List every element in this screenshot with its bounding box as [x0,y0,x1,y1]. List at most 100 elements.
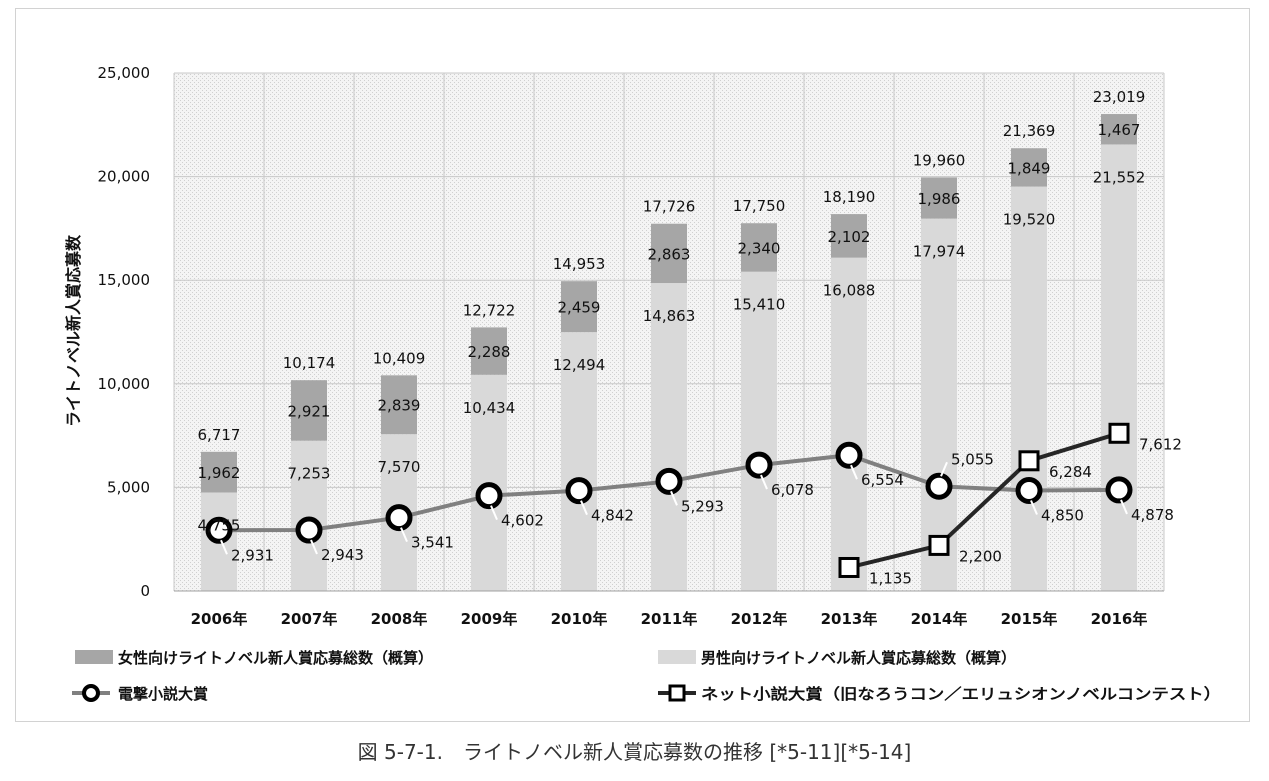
total-label: 12,722 [463,301,516,319]
net-marker [928,534,950,556]
bar-female [1011,148,1047,187]
y-tick-label: 10,000 [98,375,151,393]
bar-female [1101,114,1137,145]
net-line [848,431,1120,570]
legend-marker-net [668,684,686,702]
dengeki-leader [400,527,408,543]
dengeki-label: 4,878 [1131,506,1174,524]
figure-caption: 図 5-7-1. ライトノベル新人賞応募数の推移 [*5-11][*5-14] [357,740,912,764]
x-tick-label: 2009年 [461,610,518,628]
female-label: 2,288 [468,343,511,361]
net-label: 6,284 [1049,463,1092,481]
dengeki-leader [580,500,588,516]
dengeki-label: 6,554 [861,471,904,489]
net-label: 7,612 [1139,435,1182,453]
dengeki-marker [1105,476,1133,504]
male-label: 7,253 [288,465,331,483]
total-label: 10,174 [283,354,336,372]
dengeki-label: 4,602 [501,512,544,530]
bar-female [741,223,777,272]
male-label: 19,520 [1003,211,1056,229]
dengeki-label: 6,078 [771,481,814,499]
dengeki-leader [940,461,948,477]
total-label: 23,019 [1093,88,1146,106]
dengeki-marker [385,504,413,532]
dengeki-leader [220,539,228,555]
male-label: 10,434 [463,399,516,417]
dengeki-marker [205,516,233,544]
axes-layer: 0 5,000 10,000 15,000 20,000 25,000 2006年 2007年… [98,64,1164,628]
female-label: 2,459 [558,299,601,317]
dengeki-marker [655,467,683,495]
female-label: 1,986 [918,190,961,208]
bar-male [1011,186,1047,591]
legend-label-male: 男性向けライトノベル新人賞応募総数（概算） [701,649,1016,667]
bar-female [561,281,597,333]
y-tick-label: 20,000 [98,168,151,186]
x-tick-label: 2013年 [821,610,878,628]
dengeki-marker [565,477,593,505]
dengeki-marker [1015,477,1043,505]
bar-male [561,332,597,591]
dengeki-leader [1120,499,1128,515]
bar-female [471,327,507,375]
bar-female [381,375,417,435]
net-label: 1,135 [869,569,912,587]
female-label: 2,102 [828,228,871,246]
y-tick-label: 25,000 [98,64,151,82]
grid-layer [173,72,1165,591]
dengeki-marker [925,472,953,500]
male-label: 21,552 [1093,168,1146,186]
male-label: 4,755 [198,516,241,534]
x-tick-label: 2007年 [281,610,338,628]
x-tick-label: 2011年 [641,610,698,628]
female-label: 2,340 [738,239,781,257]
dengeki-leader [670,490,678,506]
female-label: 2,921 [288,402,331,420]
bar-male [651,283,687,591]
total-label: 17,726 [643,198,696,216]
net-marker [1018,450,1040,472]
y-tick-label: 5,000 [107,478,150,496]
female-label: 2,839 [378,397,421,415]
y-tick-label: 0 [140,582,150,600]
legend-label-net: ネット小説大賞（旧なろうコン／エリュシオンノベルコンテスト） [701,685,1221,703]
dengeki-label: 3,541 [411,534,454,552]
legend-marker-dengeki [82,684,100,702]
dengeki-label: 4,850 [1041,507,1084,525]
dengeki-leader [1030,500,1038,515]
bar-male [831,257,867,591]
total-label: 19,960 [913,151,966,169]
dengeki-leader [490,505,498,521]
x-tick-label: 2015年 [1001,610,1058,628]
dengeki-label: 5,055 [951,450,994,468]
bar-female [921,177,957,219]
male-label: 7,570 [378,458,421,476]
bar-male [921,218,957,591]
female-label: 1,849 [1008,159,1051,177]
dengeki-leader [760,474,768,490]
total-label: 10,409 [373,349,426,367]
y-axis-title: ライトノベル新人賞応募数 [64,234,83,427]
net-label: 2,200 [959,547,1002,565]
dengeki-leader [310,539,318,555]
bar-male [291,440,327,591]
dengeki-label: 2,931 [231,546,274,564]
net-marker [838,556,860,578]
x-tick-label: 2010年 [551,610,608,628]
dengeki-marker [835,441,863,469]
total-label: 17,750 [733,197,786,215]
bar-female [291,380,327,441]
x-tick-label: 2016年 [1091,610,1148,628]
dengeki-label: 2,943 [321,546,364,564]
bar-male [741,271,777,591]
total-label: 14,953 [553,255,606,273]
dengeki-leader [850,464,858,480]
female-label: 1,467 [1098,121,1141,139]
dengeki-marker [475,482,503,510]
dengeki-label: 5,293 [681,497,724,515]
bar-female [651,223,687,284]
x-tick-label: 2006年 [191,610,248,628]
male-label: 15,410 [733,296,786,314]
